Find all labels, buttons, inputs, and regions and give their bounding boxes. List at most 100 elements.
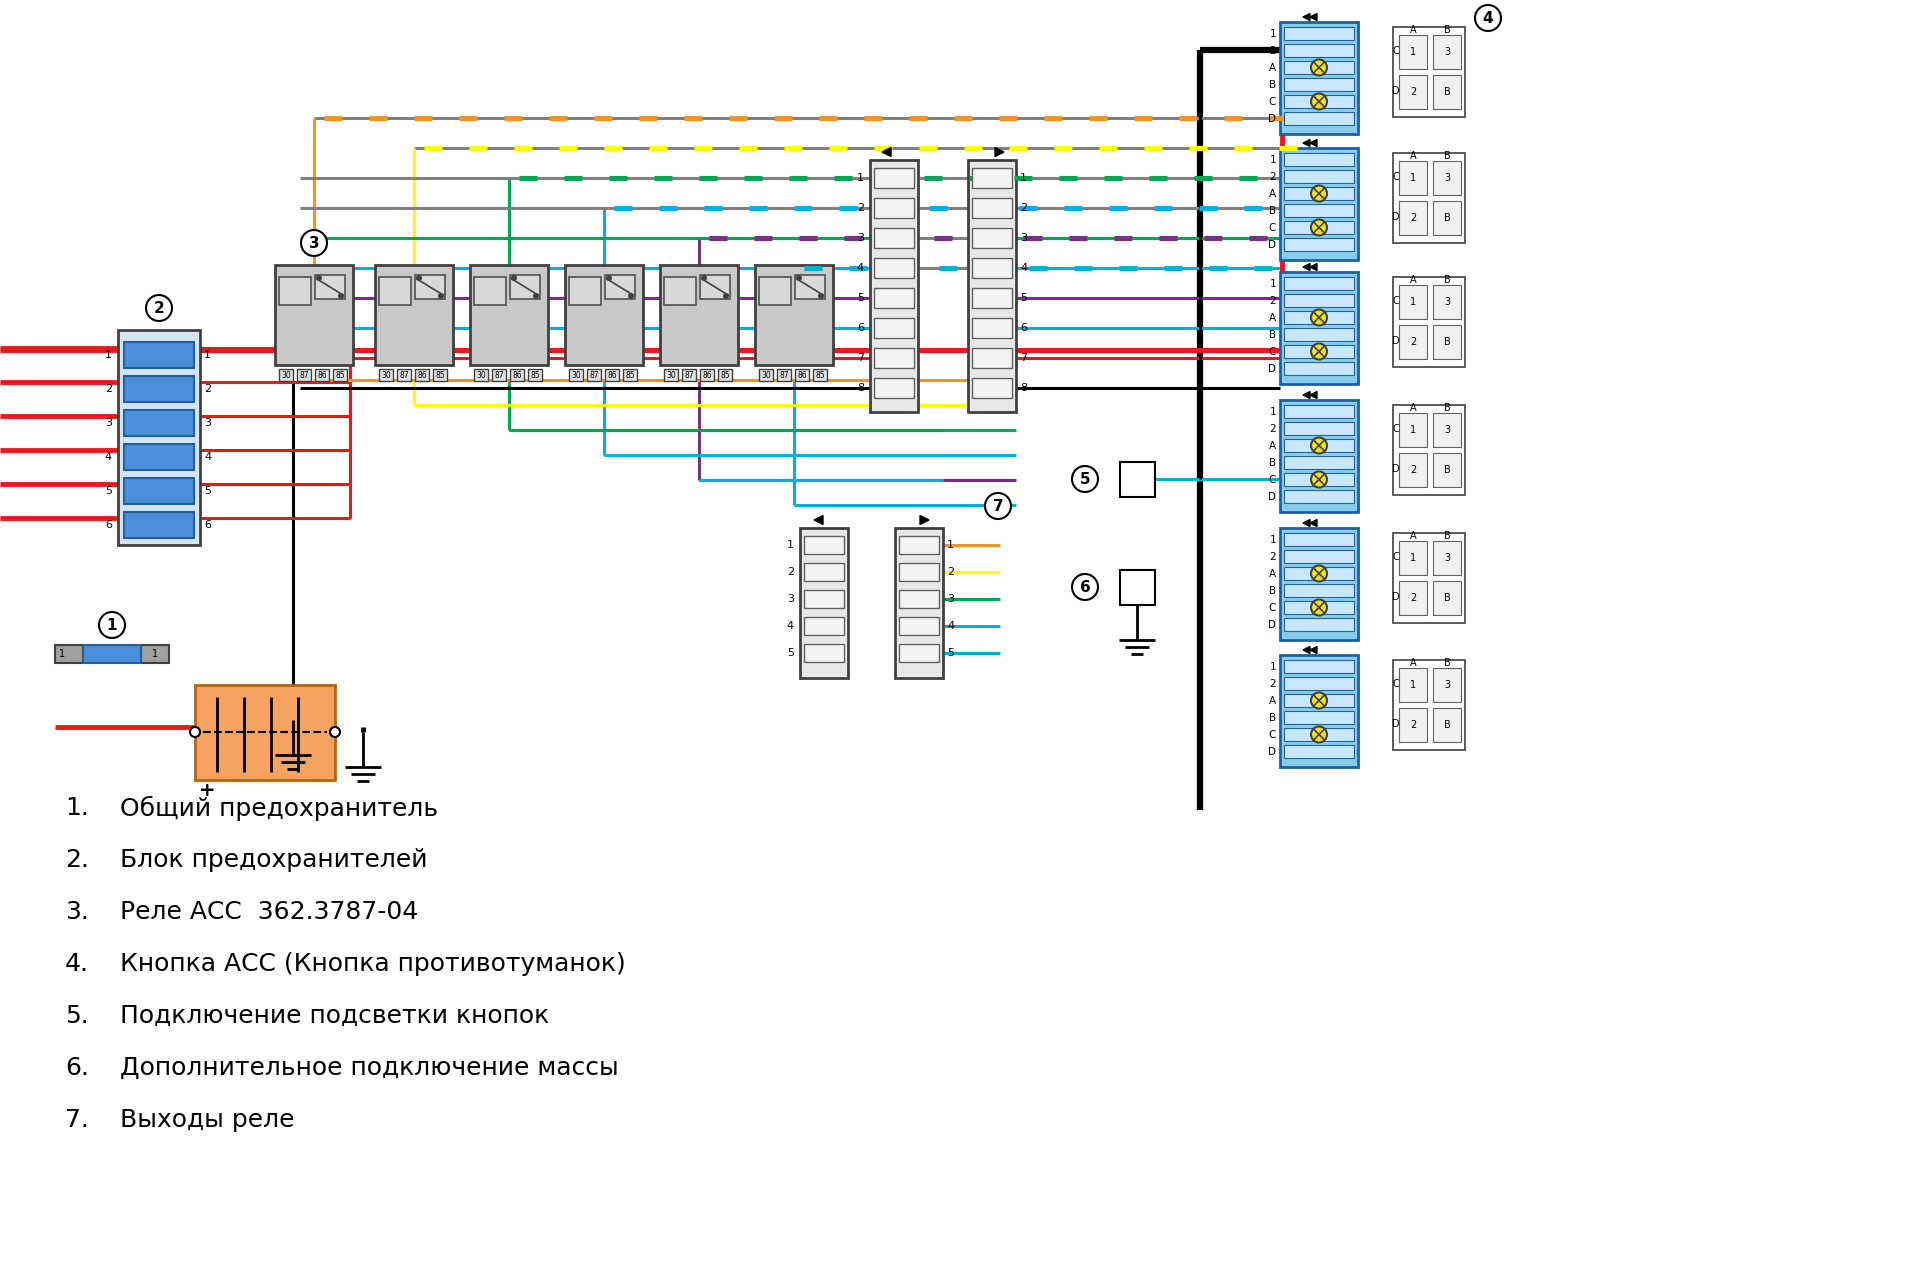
Text: 5: 5 (204, 486, 211, 496)
Text: D: D (1392, 592, 1400, 603)
Bar (605, 276, 636, 299)
Text: 3: 3 (856, 233, 864, 244)
Bar (1281, 272, 1357, 385)
Text: 2: 2 (1409, 465, 1417, 476)
Polygon shape (1309, 14, 1317, 21)
Text: B: B (1444, 337, 1450, 347)
Text: D: D (1392, 719, 1400, 729)
Bar (972, 318, 1012, 338)
Bar (1394, 660, 1465, 750)
Text: 6.: 6. (65, 1056, 88, 1079)
Bar (374, 265, 453, 365)
Text: 4: 4 (787, 620, 795, 631)
Bar (1284, 677, 1354, 690)
Text: 6: 6 (856, 323, 864, 333)
Bar (1284, 187, 1354, 200)
Text: 87: 87 (493, 370, 503, 379)
Text: 2: 2 (1269, 45, 1277, 55)
Text: 1: 1 (152, 649, 157, 659)
Text: 6: 6 (1020, 323, 1027, 333)
Text: 3: 3 (1444, 47, 1450, 56)
Bar (397, 369, 411, 381)
Bar (1281, 400, 1357, 512)
Bar (1400, 201, 1427, 235)
Text: Общий предохранитель: Общий предохранитель (121, 795, 438, 820)
Text: 3: 3 (1020, 233, 1027, 244)
Bar (1284, 533, 1354, 546)
Bar (660, 265, 737, 365)
Bar (804, 563, 845, 581)
Text: C: C (1392, 553, 1400, 562)
Bar (701, 276, 730, 299)
Text: 1: 1 (204, 350, 211, 360)
Text: 3: 3 (106, 418, 111, 428)
Text: D: D (1267, 491, 1277, 501)
Bar (492, 369, 507, 381)
Text: Дополнительное подключение массы: Дополнительное подключение массы (121, 1056, 618, 1079)
Text: 3: 3 (1444, 553, 1450, 563)
Circle shape (1071, 465, 1098, 492)
Bar (1284, 745, 1354, 758)
Circle shape (417, 276, 422, 281)
Bar (1400, 35, 1427, 69)
Bar (972, 288, 1012, 308)
Circle shape (438, 294, 444, 299)
Polygon shape (814, 515, 824, 524)
Text: A: A (1269, 313, 1277, 323)
Bar (1284, 618, 1354, 631)
Bar (568, 277, 601, 305)
Circle shape (511, 276, 516, 281)
Polygon shape (1309, 519, 1317, 527)
Text: A: A (1409, 403, 1417, 413)
Text: 85: 85 (436, 370, 445, 379)
Text: B: B (1444, 213, 1450, 223)
Text: 86: 86 (417, 370, 426, 379)
Text: 3: 3 (1444, 297, 1450, 306)
Text: 1: 1 (1409, 297, 1417, 306)
Polygon shape (1304, 264, 1309, 271)
Text: C: C (1269, 729, 1277, 740)
Bar (1281, 22, 1357, 135)
Bar (1394, 405, 1465, 495)
Bar (117, 329, 200, 545)
Text: A: A (1409, 151, 1417, 162)
Text: C: C (1269, 96, 1277, 106)
Text: 5: 5 (106, 486, 111, 496)
Bar (804, 617, 845, 635)
Bar (1432, 285, 1461, 319)
Text: D: D (1267, 114, 1277, 123)
Bar (1400, 581, 1427, 615)
Text: 2: 2 (1409, 720, 1417, 729)
Bar (1432, 201, 1461, 235)
Bar (682, 369, 697, 381)
Text: 1: 1 (108, 618, 117, 632)
Text: 3: 3 (204, 418, 211, 428)
Circle shape (818, 294, 824, 299)
Text: 2: 2 (1269, 295, 1277, 305)
Circle shape (628, 294, 634, 299)
Text: 2: 2 (204, 385, 211, 394)
Bar (795, 276, 826, 299)
Text: 1: 1 (1269, 278, 1277, 288)
Text: A: A (1409, 276, 1417, 285)
Bar (899, 590, 939, 608)
Text: A: A (1269, 568, 1277, 578)
Bar (605, 369, 618, 381)
Bar (1432, 708, 1461, 742)
Bar (1432, 326, 1461, 359)
Text: +: + (200, 781, 215, 800)
Text: B: B (1269, 329, 1277, 340)
Text: A: A (1269, 441, 1277, 450)
Text: 87: 87 (399, 370, 409, 379)
Text: 1: 1 (60, 649, 65, 659)
Bar (1400, 668, 1427, 703)
Bar (778, 369, 791, 381)
Circle shape (190, 727, 200, 737)
Text: D: D (1392, 464, 1400, 474)
Text: 5: 5 (1020, 294, 1027, 303)
Bar (899, 563, 939, 581)
Bar (701, 369, 714, 381)
Bar (275, 265, 353, 365)
Bar (1400, 326, 1427, 359)
Bar (1284, 490, 1354, 503)
